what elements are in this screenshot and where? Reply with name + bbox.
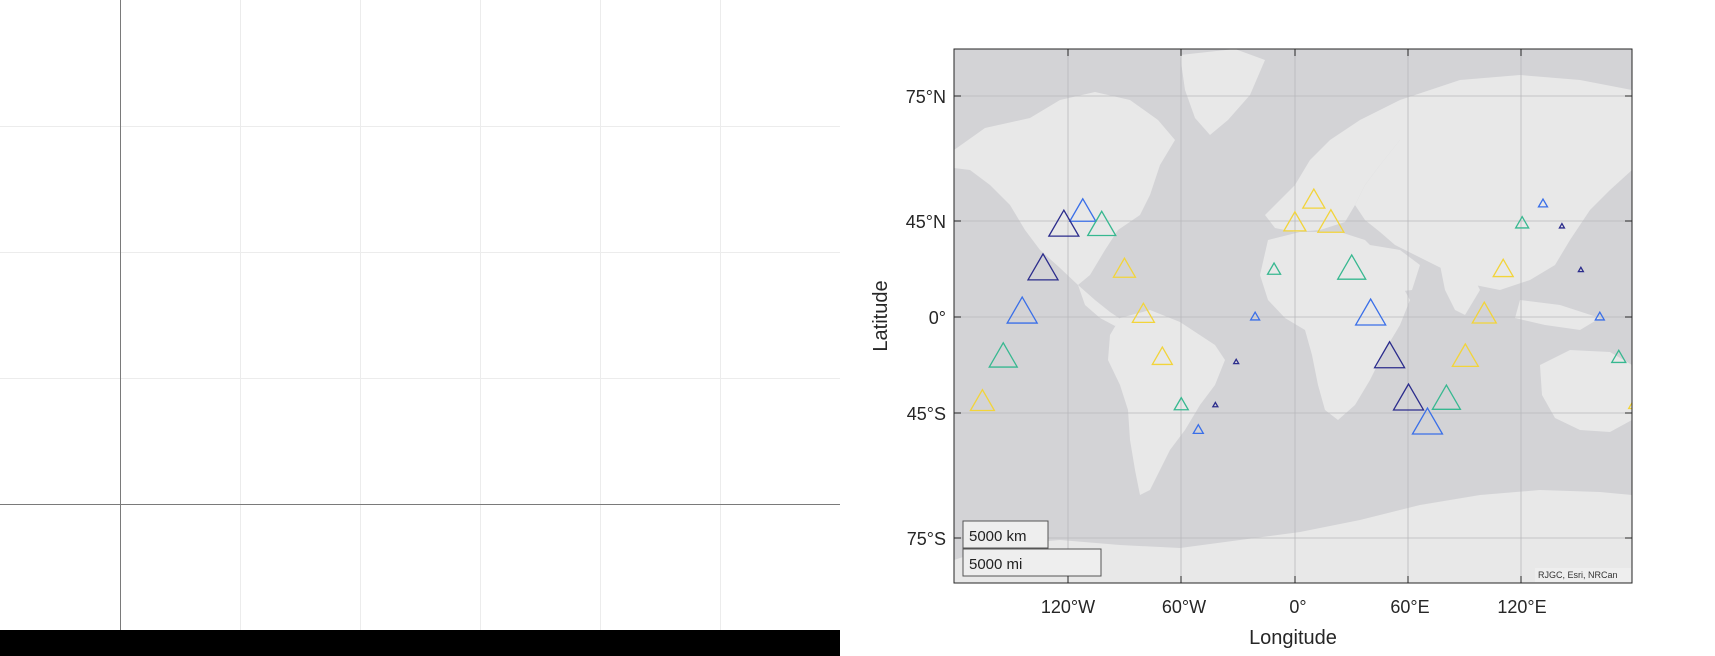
triangle-marker[interactable] bbox=[1537, 197, 1549, 208]
triangle-marker[interactable] bbox=[1301, 187, 1326, 209]
triangle-marker[interactable] bbox=[1192, 423, 1205, 435]
triangle-marker[interactable] bbox=[1411, 406, 1444, 435]
triangle-marker[interactable] bbox=[1068, 197, 1097, 222]
triangle-marker[interactable] bbox=[1577, 265, 1585, 273]
triangle-marker[interactable] bbox=[988, 341, 1019, 368]
triangle-marker[interactable] bbox=[1151, 345, 1174, 366]
attribution-box bbox=[1535, 568, 1631, 582]
triangle-marker[interactable] bbox=[1006, 295, 1039, 324]
lat-tick-label: 45°S bbox=[907, 404, 946, 424]
lat-tick-label: 45°N bbox=[906, 212, 946, 232]
triangle-marker[interactable] bbox=[1131, 301, 1156, 323]
grid-line-horizontal bbox=[0, 378, 840, 379]
triangle-marker[interactable] bbox=[1316, 208, 1346, 233]
triangle-marker[interactable] bbox=[1373, 340, 1406, 369]
scale-bar-km-label: 5000 km bbox=[969, 528, 1027, 545]
scale-bar: 5000 km 5000 mi bbox=[962, 520, 1102, 577]
scale-bar-mi-label: 5000 mi bbox=[969, 556, 1022, 573]
triangle-marker[interactable] bbox=[1492, 257, 1515, 278]
triangle-marker[interactable] bbox=[1173, 396, 1190, 411]
grid-line-vertical bbox=[600, 0, 601, 630]
triangle-marker[interactable] bbox=[1336, 253, 1367, 280]
empty-axes-panel bbox=[0, 0, 840, 656]
triangle-marker[interactable] bbox=[1211, 401, 1219, 408]
land-asia bbox=[1355, 75, 1632, 290]
triangle-marker[interactable] bbox=[1594, 310, 1606, 321]
basemap-attribution[interactable]: RJGC, Esri, NRCan bbox=[1538, 570, 1618, 580]
grid-line-vertical bbox=[480, 0, 481, 630]
x-axis-line bbox=[0, 504, 840, 505]
map-ticks bbox=[954, 49, 1632, 583]
triangle-marker[interactable] bbox=[1047, 208, 1080, 237]
grid-line-vertical bbox=[360, 0, 361, 630]
lat-tick-label: 75°S bbox=[907, 529, 946, 549]
lon-tick-label: 60°W bbox=[1162, 597, 1206, 617]
map-frame bbox=[953, 48, 1633, 584]
lon-tick-label: 120°E bbox=[1497, 597, 1546, 617]
triangle-marker[interactable] bbox=[1558, 222, 1566, 229]
grid-line-horizontal bbox=[0, 126, 840, 127]
triangle-marker[interactable] bbox=[1282, 210, 1308, 232]
lon-tick-label: 60°E bbox=[1390, 597, 1429, 617]
scale-bar-km-box bbox=[962, 520, 1049, 549]
land-layer bbox=[954, 49, 1632, 583]
lat-tick-label: 0° bbox=[929, 308, 946, 328]
triangle-marker[interactable] bbox=[1451, 342, 1480, 368]
grid-line-horizontal bbox=[0, 252, 840, 253]
marker-layer bbox=[969, 187, 1632, 435]
triangle-marker[interactable] bbox=[1249, 310, 1261, 321]
land-africa bbox=[1260, 232, 1410, 420]
lon-tick-label: 0° bbox=[1289, 597, 1306, 617]
lon-tick-label: 120°W bbox=[1041, 597, 1095, 617]
bottom-black-bar bbox=[0, 630, 840, 656]
triangle-marker[interactable] bbox=[1232, 357, 1240, 365]
y-axis-line bbox=[120, 0, 121, 630]
lat-tick-label: 75°N bbox=[906, 87, 946, 107]
triangle-marker[interactable] bbox=[1354, 297, 1387, 326]
land-australia bbox=[1540, 350, 1632, 432]
grid-line-vertical bbox=[240, 0, 241, 630]
grid-line-vertical bbox=[720, 0, 721, 630]
land-greenland bbox=[1180, 49, 1265, 135]
land-southeast-asia bbox=[1515, 300, 1600, 330]
triangle-marker[interactable] bbox=[1610, 349, 1627, 364]
triangle-marker[interactable] bbox=[969, 388, 996, 412]
triangle-marker[interactable] bbox=[1431, 383, 1462, 410]
scale-bar-mi-box bbox=[962, 548, 1102, 577]
land-north-america bbox=[954, 92, 1175, 285]
triangle-marker[interactable] bbox=[1086, 209, 1117, 237]
land-europe bbox=[1265, 115, 1400, 232]
land-south-america bbox=[1108, 310, 1225, 495]
triangle-marker[interactable] bbox=[1112, 256, 1137, 278]
triangle-marker[interactable] bbox=[1266, 261, 1282, 275]
y-axis-title: Latitude bbox=[870, 280, 892, 351]
land-india bbox=[1440, 265, 1480, 315]
x-axis-title: Longitude bbox=[1249, 627, 1337, 649]
land-antarctica bbox=[954, 490, 1632, 583]
triangle-marker[interactable] bbox=[1392, 382, 1425, 411]
triangle-marker[interactable] bbox=[1471, 300, 1498, 324]
triangle-marker[interactable] bbox=[1026, 252, 1060, 281]
land-central-america bbox=[1078, 285, 1122, 326]
triangle-marker[interactable] bbox=[1514, 215, 1530, 229]
land-arabia bbox=[1370, 245, 1420, 292]
